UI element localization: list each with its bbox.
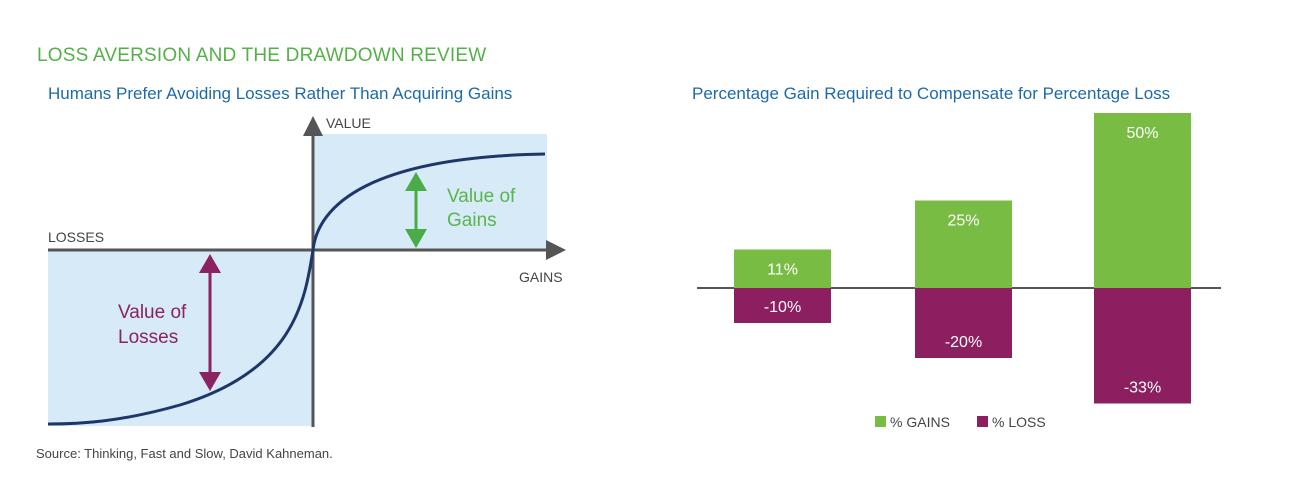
gains-arrow — [405, 172, 427, 248]
loss-aversion-chart-title: Humans Prefer Avoiding Losses Rather Tha… — [48, 84, 513, 103]
source-note: Source: Thinking, Fast and Slow, David K… — [36, 446, 333, 461]
gain-bar-2 — [915, 200, 1012, 288]
value-curve — [47, 152, 546, 426]
loss-bar-1 — [734, 288, 831, 323]
gain-bar-label-3: 50% — [1126, 125, 1158, 142]
drawdown-chart-title: Percentage Gain Required to Compensate f… — [692, 84, 1171, 103]
losses-arrow — [199, 254, 221, 391]
legend-label-1: % GAINS — [890, 414, 950, 430]
value-axis-label: VALUE — [326, 115, 371, 131]
gains-axis-label: GAINS — [519, 269, 563, 285]
loss-bar-2 — [915, 288, 1012, 358]
loss-bar-label-1: -10% — [764, 299, 801, 316]
loss-bar-3 — [1094, 288, 1191, 404]
bar-legend: % GAINS % LOSS — [875, 414, 1046, 430]
gains-annotation-line-2: Gains — [447, 210, 497, 231]
losses-annotation-line-1: Value of — [118, 302, 187, 323]
legend-swatch-1 — [875, 416, 886, 427]
gain-bar-label-1: 11% — [767, 262, 798, 279]
gains-panel — [313, 134, 547, 250]
gains-annotation-line-1: Value of — [447, 186, 516, 207]
losses-axis-label: LOSSES — [48, 229, 104, 245]
y-axis-arrowhead — [303, 116, 323, 136]
losses-annotation-line-2: Losses — [118, 327, 178, 348]
gain-bar-3 — [1094, 113, 1191, 288]
loss-bar-label-2: -20% — [945, 334, 982, 351]
drawdown-bar-chart: 11% 25% 50% -10% -20% -33% — [697, 113, 1221, 404]
legend-label-2: % LOSS — [992, 414, 1046, 430]
x-axis-arrowhead — [546, 240, 566, 260]
main-title: LOSS AVERSION AND THE DRAWDOWN REVIEW — [37, 45, 487, 66]
gain-bar-1 — [734, 249, 831, 288]
loss-bar-label-3: -33% — [1124, 380, 1161, 397]
legend-swatch-2 — [977, 416, 988, 427]
value-function-chart: VALUE LOSSES GAINS Value of Gains Value … — [47, 115, 566, 427]
losses-panel — [48, 250, 313, 426]
gain-bar-label-2: 25% — [947, 213, 979, 230]
